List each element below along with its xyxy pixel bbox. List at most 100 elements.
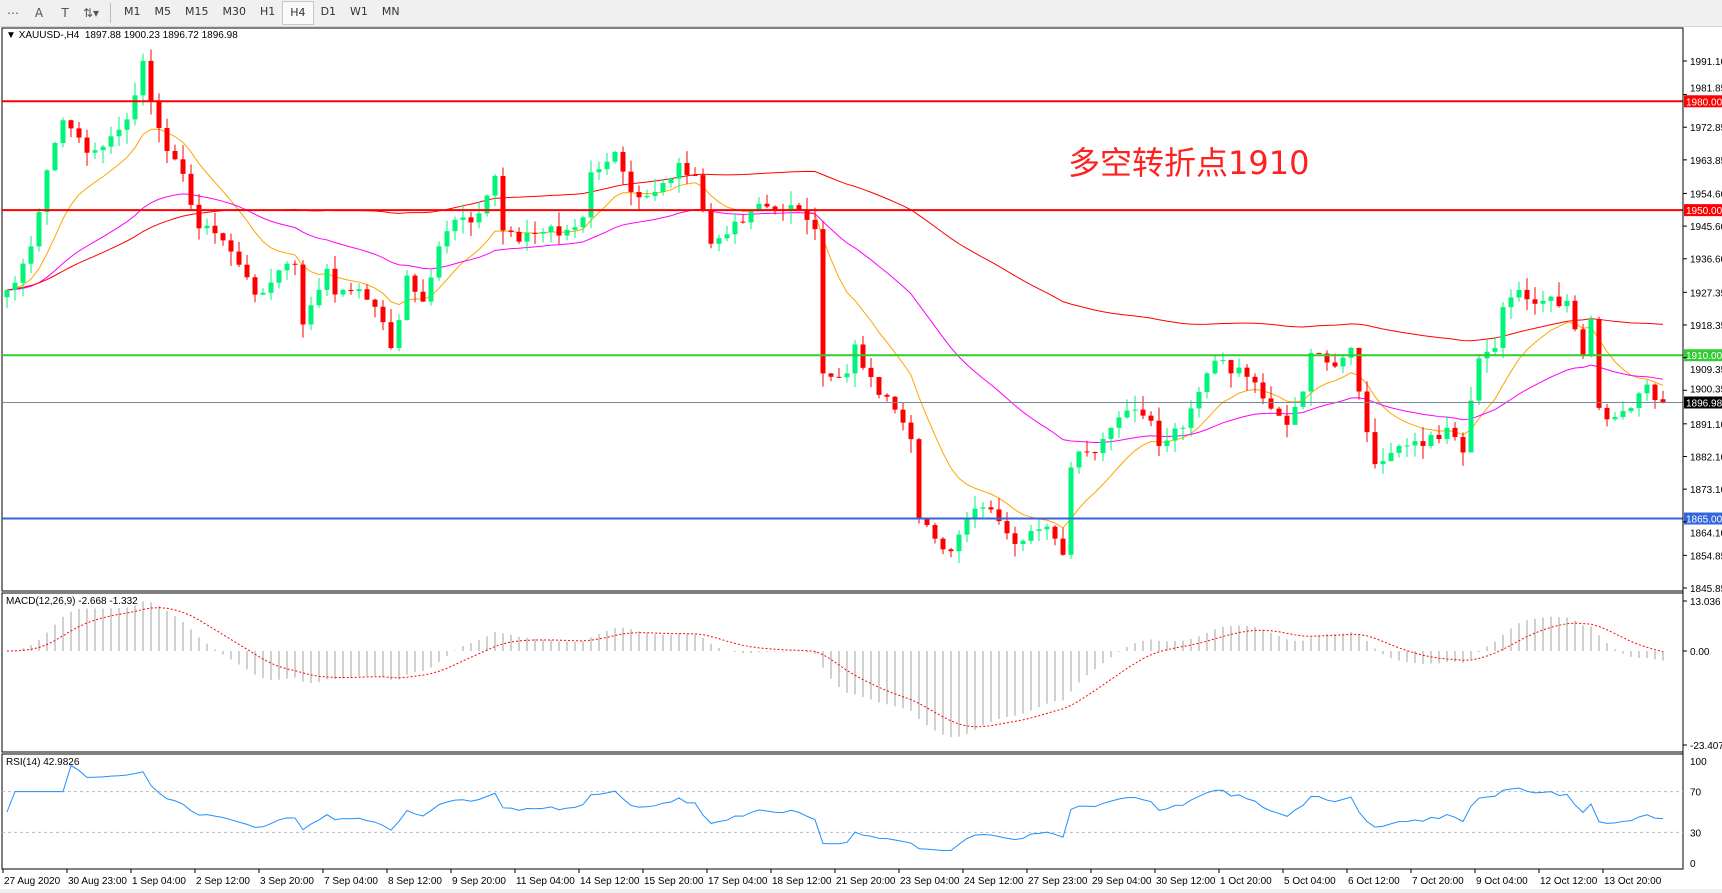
rsi-axis-label: 0: [1690, 859, 1696, 870]
timeframe-d1[interactable]: D1: [320, 5, 337, 18]
candle-body: [1036, 529, 1042, 531]
candle-body: [1004, 521, 1010, 534]
candle-body: [1604, 407, 1610, 420]
timeframe-w1[interactable]: W1: [350, 5, 368, 18]
candle-body: [668, 178, 674, 184]
candle-body: [524, 232, 530, 242]
candle-body: [244, 264, 250, 278]
time-label: 9 Sep 20:00: [452, 876, 506, 887]
candle-body: [644, 195, 650, 198]
candle-body: [1572, 300, 1578, 330]
price-label: 1963.85: [1690, 156, 1722, 167]
candle-body: [932, 525, 938, 539]
candle-body: [620, 151, 626, 172]
candle-body: [436, 246, 442, 278]
candle-body: [676, 162, 682, 179]
candle-body: [116, 129, 122, 137]
candle-body: [1236, 367, 1242, 374]
level-tag-text: 1865.00: [1686, 515, 1722, 526]
candle-body: [836, 376, 842, 378]
toolbar-divider: [110, 3, 111, 23]
candle-body: [1076, 451, 1082, 468]
timeframe-h1[interactable]: H1: [260, 5, 276, 18]
candle-body: [1620, 411, 1626, 417]
candle-body: [140, 60, 146, 96]
candle-body: [1412, 441, 1418, 446]
text-A-icon[interactable]: A: [34, 6, 44, 20]
time-label: 17 Sep 04:00: [708, 876, 768, 887]
candle-body: [92, 150, 98, 153]
candle-body: [948, 549, 954, 552]
macd-header: MACD(12,26,9) -2.668 -1.332: [6, 596, 138, 607]
bottom-strip: [0, 889, 1722, 893]
collapse-triangle-icon[interactable]: ▼: [6, 30, 16, 41]
candle-body: [1292, 406, 1298, 425]
time-label: 15 Sep 20:00: [644, 876, 704, 887]
candle-body: [1196, 391, 1202, 409]
candle-body: [572, 227, 578, 230]
level-tag-1910.00: [1684, 349, 1722, 362]
candle-body: [460, 217, 466, 220]
candle-body: [852, 344, 858, 374]
rsi-axis-label: 30: [1690, 828, 1702, 839]
rsi-header: RSI(14) 42.9826: [6, 757, 80, 768]
candle-body: [508, 230, 514, 232]
time-label: 27 Sep 23:00: [1028, 876, 1088, 887]
candle-body: [276, 270, 282, 283]
price-label: 1854.85: [1690, 551, 1722, 562]
candle-body: [996, 509, 1002, 522]
candle-body: [772, 206, 778, 211]
candle-body: [124, 119, 130, 130]
candle-body: [108, 136, 114, 147]
candle-body: [700, 175, 706, 211]
candle-body: [388, 322, 394, 348]
timeframe-m30[interactable]: M30: [222, 5, 247, 18]
candle-body: [68, 120, 74, 129]
timeframe-m1[interactable]: M1: [124, 5, 141, 18]
candle-body: [1084, 451, 1090, 453]
candle-body: [1460, 436, 1466, 453]
macd-signal-line: [6, 607, 1664, 728]
candle-body: [468, 217, 474, 223]
candle-body: [212, 225, 218, 234]
price-label: 1873.10: [1690, 485, 1722, 496]
time-label: 1 Oct 20:00: [1220, 876, 1272, 887]
candle-body: [748, 211, 754, 223]
candle-body: [1212, 360, 1218, 374]
candle-body: [516, 231, 522, 242]
timeframe-mn[interactable]: MN: [381, 5, 400, 18]
candle-body: [148, 60, 154, 102]
candle-body: [844, 373, 850, 378]
time-label: 3 Sep 20:00: [260, 876, 314, 887]
level-tag-text: 1950.00: [1686, 206, 1722, 217]
timeframe-m15[interactable]: M15: [185, 5, 209, 18]
timeframe-buttons: M1 M5 M15 M30 H1 H4 D1 W1 MN: [117, 1, 407, 25]
candle-body: [1476, 358, 1482, 401]
macd-axis-label: 13.036: [1690, 597, 1721, 608]
candle-body: [1548, 296, 1554, 301]
candle-body: [236, 251, 242, 265]
time-label: 14 Sep 12:00: [580, 876, 640, 887]
candle-body: [1012, 533, 1018, 544]
candle-body: [884, 394, 890, 397]
candle-body: [324, 268, 330, 290]
time-label: 6 Oct 12:00: [1348, 876, 1400, 887]
candle-body: [1020, 540, 1026, 544]
candle-body: [636, 191, 642, 198]
price-label: 1981.85: [1690, 83, 1722, 94]
time-label: 29 Sep 04:00: [1092, 876, 1152, 887]
candle-body: [1596, 318, 1602, 408]
timeframe-m5[interactable]: M5: [154, 5, 172, 18]
candle-body: [172, 150, 178, 160]
candle-body: [1532, 299, 1538, 304]
ma-slow-line: [6, 170, 1664, 342]
text-T-icon[interactable]: T: [61, 6, 69, 20]
level-tag-1950.00: [1684, 204, 1722, 217]
arrows-icon[interactable]: ⇅▾: [82, 6, 100, 20]
price-label: 1864.10: [1690, 529, 1722, 540]
crosshair-icon[interactable]: ⋯: [7, 6, 19, 20]
candle-body: [52, 142, 58, 171]
timeframe-h4[interactable]: H4: [282, 1, 314, 25]
candle-body: [1156, 420, 1162, 446]
